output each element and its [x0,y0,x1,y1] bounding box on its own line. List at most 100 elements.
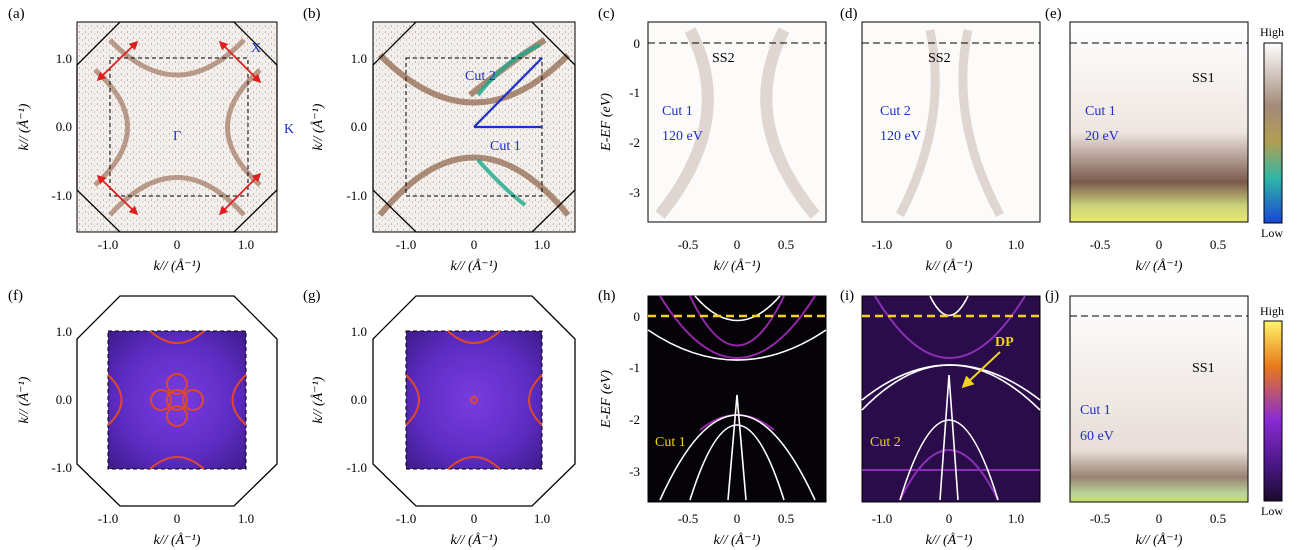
xtick: 1.0 [534,511,550,526]
band-frame [1069,295,1249,503]
x-axis-label: k// (Å⁻¹) [714,532,761,548]
xtick: 0 [734,511,741,526]
xtick: -1.0 [872,237,893,252]
x-axis-label: k// (Å⁻¹) [154,258,201,274]
ytick: -1.0 [51,460,72,475]
label-SS2: SS2 [928,51,951,66]
calc-bands-white [861,295,1041,501]
ytick: 0.0 [351,392,367,407]
bright-contour [476,43,541,97]
colorbar-top: High Low [1260,25,1284,240]
panel-label: (a) [8,6,25,22]
ytick: 0 [634,36,641,51]
ytick: -1.0 [346,188,367,203]
label-X: X [251,41,261,56]
label-energy: 120 eV [662,129,703,144]
x-axis-label: k// (Å⁻¹) [714,258,761,274]
panel-d: (d) SS2 Cut 2 120 eV -1.0 0 1.0 k// (Å⁻¹… [840,6,1041,274]
xtick: -0.5 [678,237,699,252]
ytick: -3 [629,464,640,479]
colorbar-high: High [1260,304,1284,318]
ytick: 0 [634,309,641,324]
panel-b: (b) Cut 2 Cut 1 1.0 0.0 -1.0 -1.0 0 1.0 … [303,6,576,274]
ytick: 1.0 [56,51,72,66]
ytick: -1.0 [346,460,367,475]
y-axis-label: k// (Å⁻¹) [16,376,32,423]
label-cut: Cut 1 [1085,104,1116,119]
y-axis-label: k// (Å⁻¹) [16,103,32,150]
label-energy: 120 eV [880,129,921,144]
colorbar-low: Low [1261,226,1283,240]
label-cut: Cut 2 [870,435,901,450]
ytick: -1 [629,360,640,375]
dirac-cone [655,27,820,219]
ytick: 1.0 [351,324,367,339]
panel-label: (b) [303,6,321,22]
ytick: -1 [629,85,640,100]
colorbar-low: Low [1261,504,1283,518]
bz-boundary [76,21,278,233]
ytick: 0.0 [351,119,367,134]
label-energy: 60 eV [1080,429,1114,444]
band-frame [861,21,1041,223]
panel-label: (h) [598,288,616,304]
label-DP: DP [995,335,1014,350]
ytick: -2 [629,412,640,427]
xtick: -0.5 [678,511,699,526]
label-K: K [284,122,294,137]
colorbar [1263,42,1283,224]
fermi-map-frame [76,21,278,233]
ytick: 1.0 [56,324,72,339]
label-cut: Cut 2 [880,104,911,119]
y-axis-label: k// (Å⁻¹) [310,103,326,150]
y-axis-label: E-EF (eV) [599,370,614,429]
red-arrow [218,40,262,84]
xtick: 1.0 [534,237,550,252]
xtick: 0 [471,511,478,526]
label-cut: Cut 1 [1080,403,1111,418]
red-arrow [96,174,139,216]
x-axis-label: k// (Å⁻¹) [154,532,201,548]
xtick: 0 [946,237,953,252]
xtick: -1.0 [396,237,417,252]
xtick: 0.5 [778,511,794,526]
label-SS1: SS1 [1192,361,1215,376]
panel-label: (e) [1045,6,1062,22]
label-SS1: SS1 [1192,71,1215,86]
label-Gamma: Γ [173,129,181,144]
bz-square [109,57,249,197]
x-axis-label: k// (Å⁻¹) [1136,258,1183,274]
x-axis-label: k// (Å⁻¹) [451,532,498,548]
calc-contours [107,330,247,470]
calc-bands-magenta [862,295,1040,501]
ytick: 0.0 [56,392,72,407]
calc-map [405,330,543,470]
ytick: -2 [629,135,640,150]
xtick: 1.0 [1008,237,1024,252]
red-arrow [96,40,139,82]
band-frame [1069,21,1249,223]
xtick: -1.0 [98,237,119,252]
xtick: -1.0 [98,511,119,526]
colorbar-high: High [1260,25,1284,39]
xtick: -0.5 [1090,511,1111,526]
panel-label: (g) [303,288,321,304]
xtick: -1.0 [396,511,417,526]
calc-contours [405,330,543,470]
x-axis-label: k// (Å⁻¹) [1136,532,1183,548]
bz-boundary [372,21,576,233]
y-axis-label: k// (Å⁻¹) [310,376,326,423]
panel-f: (f) 1.0 0.0 -1.0 -1.0 0 1.0 k// (Å⁻¹) k/… [8,288,278,548]
xtick: -1.0 [872,511,893,526]
xtick: 0 [1156,237,1163,252]
calc-bands-white [647,295,827,501]
bz-boundary [372,295,576,507]
label-SS2: SS2 [712,51,735,66]
ytick: 0.0 [56,119,72,134]
panel-label: (d) [840,6,858,22]
panel-h: (h) Cut 1 0 -1 -2 -3 -0.5 0 0.5 k// (Å⁻¹… [598,288,827,548]
xtick: 0.5 [778,237,794,252]
xtick: 1.0 [238,511,254,526]
y-axis-label: E-EF (eV) [599,93,614,152]
